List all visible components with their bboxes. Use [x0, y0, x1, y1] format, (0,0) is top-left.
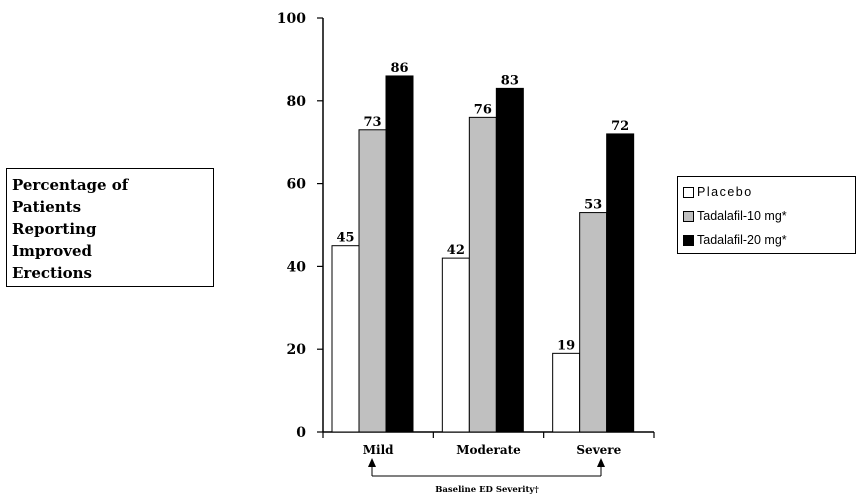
- y-axis-label: Percentage of Patients Reporting Improve…: [6, 168, 214, 287]
- bar: [358, 129, 387, 433]
- bar-value-label: 72: [611, 119, 629, 134]
- y-tick-label: 40: [287, 259, 307, 275]
- x-axis-label: Baseline ED Severity†: [435, 485, 539, 495]
- y-axis-label-line: Erections: [12, 264, 92, 282]
- legend-label: Tadalafil-10 mg*: [697, 209, 787, 223]
- legend-item-tadalafil-20: Tadalafil-20 mg*: [683, 228, 855, 252]
- x-tick-label: Severe: [576, 443, 621, 457]
- legend-swatch: [683, 234, 694, 246]
- y-axis-label-line: Improved: [12, 242, 93, 260]
- bar: [441, 257, 470, 433]
- bar: [495, 87, 524, 433]
- bar: [331, 245, 360, 433]
- bar-value-label: 83: [501, 73, 519, 88]
- y-axis-label-line: Percentage of: [12, 176, 129, 194]
- legend-item-tadalafil-10: Tadalafil-10 mg*: [683, 204, 855, 228]
- y-tick-label: 100: [277, 11, 306, 27]
- bar: [385, 75, 414, 433]
- legend-label: Placebo: [697, 185, 753, 199]
- y-axis-label-line: Reporting: [12, 220, 97, 238]
- bar-value-label: 19: [557, 338, 575, 353]
- x-tick-label: Moderate: [456, 443, 521, 457]
- bar-value-label: 73: [363, 115, 381, 130]
- y-axis-label-line: Patients: [12, 198, 82, 216]
- bar: [468, 116, 497, 433]
- legend-label: Tadalafil-20 mg*: [697, 233, 787, 247]
- bar-value-label: 76: [474, 102, 492, 117]
- bar: [552, 352, 581, 433]
- bar-value-label: 45: [336, 231, 354, 246]
- legend: Placebo Tadalafil-10 mg* Tadalafil-20 mg…: [677, 176, 856, 254]
- x-axis-bracket: [368, 458, 605, 477]
- bar-value-label: 42: [447, 243, 465, 258]
- y-tick-label: 0: [296, 425, 306, 441]
- bar-value-label: 86: [390, 61, 408, 76]
- bar: [579, 212, 608, 433]
- y-tick-label: 20: [287, 342, 307, 358]
- legend-item-placebo: Placebo: [683, 180, 855, 204]
- y-tick-label: 60: [287, 177, 307, 193]
- bar: [606, 133, 635, 433]
- bar-value-label: 53: [584, 198, 602, 213]
- legend-swatch: [683, 210, 694, 222]
- x-tick-label: Mild: [363, 443, 394, 457]
- legend-swatch: [683, 186, 694, 198]
- y-tick-label: 80: [287, 94, 307, 110]
